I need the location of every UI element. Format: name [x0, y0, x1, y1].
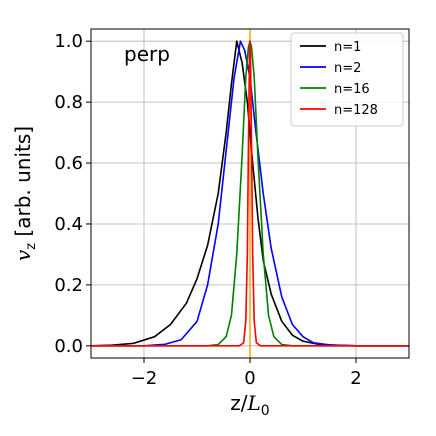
x-tick-label: 2 — [350, 368, 361, 389]
series-layer — [91, 29, 409, 358]
y-tick-label: 0.6 — [54, 153, 83, 174]
x-axis-label-math: L — [247, 391, 261, 415]
y-axis-label-sub: z — [24, 243, 39, 250]
y-tick-label: 1.0 — [54, 31, 83, 52]
y-tick-label: 0.0 — [54, 336, 83, 357]
y-tick-label: 0.2 — [54, 275, 83, 296]
legend-label: n=2 — [334, 61, 361, 76]
ticks-layer: −2 0 2 0.0 0.2 0.4 0.6 0.8 1.0 — [54, 31, 361, 389]
y-axis-label: vz [arb. units] — [11, 126, 39, 261]
x-tick-label: −2 — [131, 368, 158, 389]
legend-box — [290, 32, 404, 127]
legend-label: n=16 — [334, 82, 370, 97]
series-line-n-128 — [91, 40, 409, 347]
x-axis-label-main: z/ — [230, 391, 247, 415]
y-tick-label: 0.8 — [54, 92, 83, 113]
x-axis-label: z/L0 — [230, 391, 269, 419]
legend-label: n=128 — [334, 103, 378, 118]
legend-label: n=1 — [334, 40, 361, 55]
y-tick-label: 0.4 — [54, 214, 83, 235]
y-axis-label-rest: [arb. units] — [11, 126, 35, 243]
x-tick-label: 0 — [244, 368, 255, 389]
y-axis-label-math: v — [11, 249, 35, 261]
legend: n=1 n=2 n=16 n=128 — [290, 32, 404, 127]
x-axis-label-sub: 0 — [261, 403, 270, 419]
perp-annotation: perp — [124, 42, 170, 66]
